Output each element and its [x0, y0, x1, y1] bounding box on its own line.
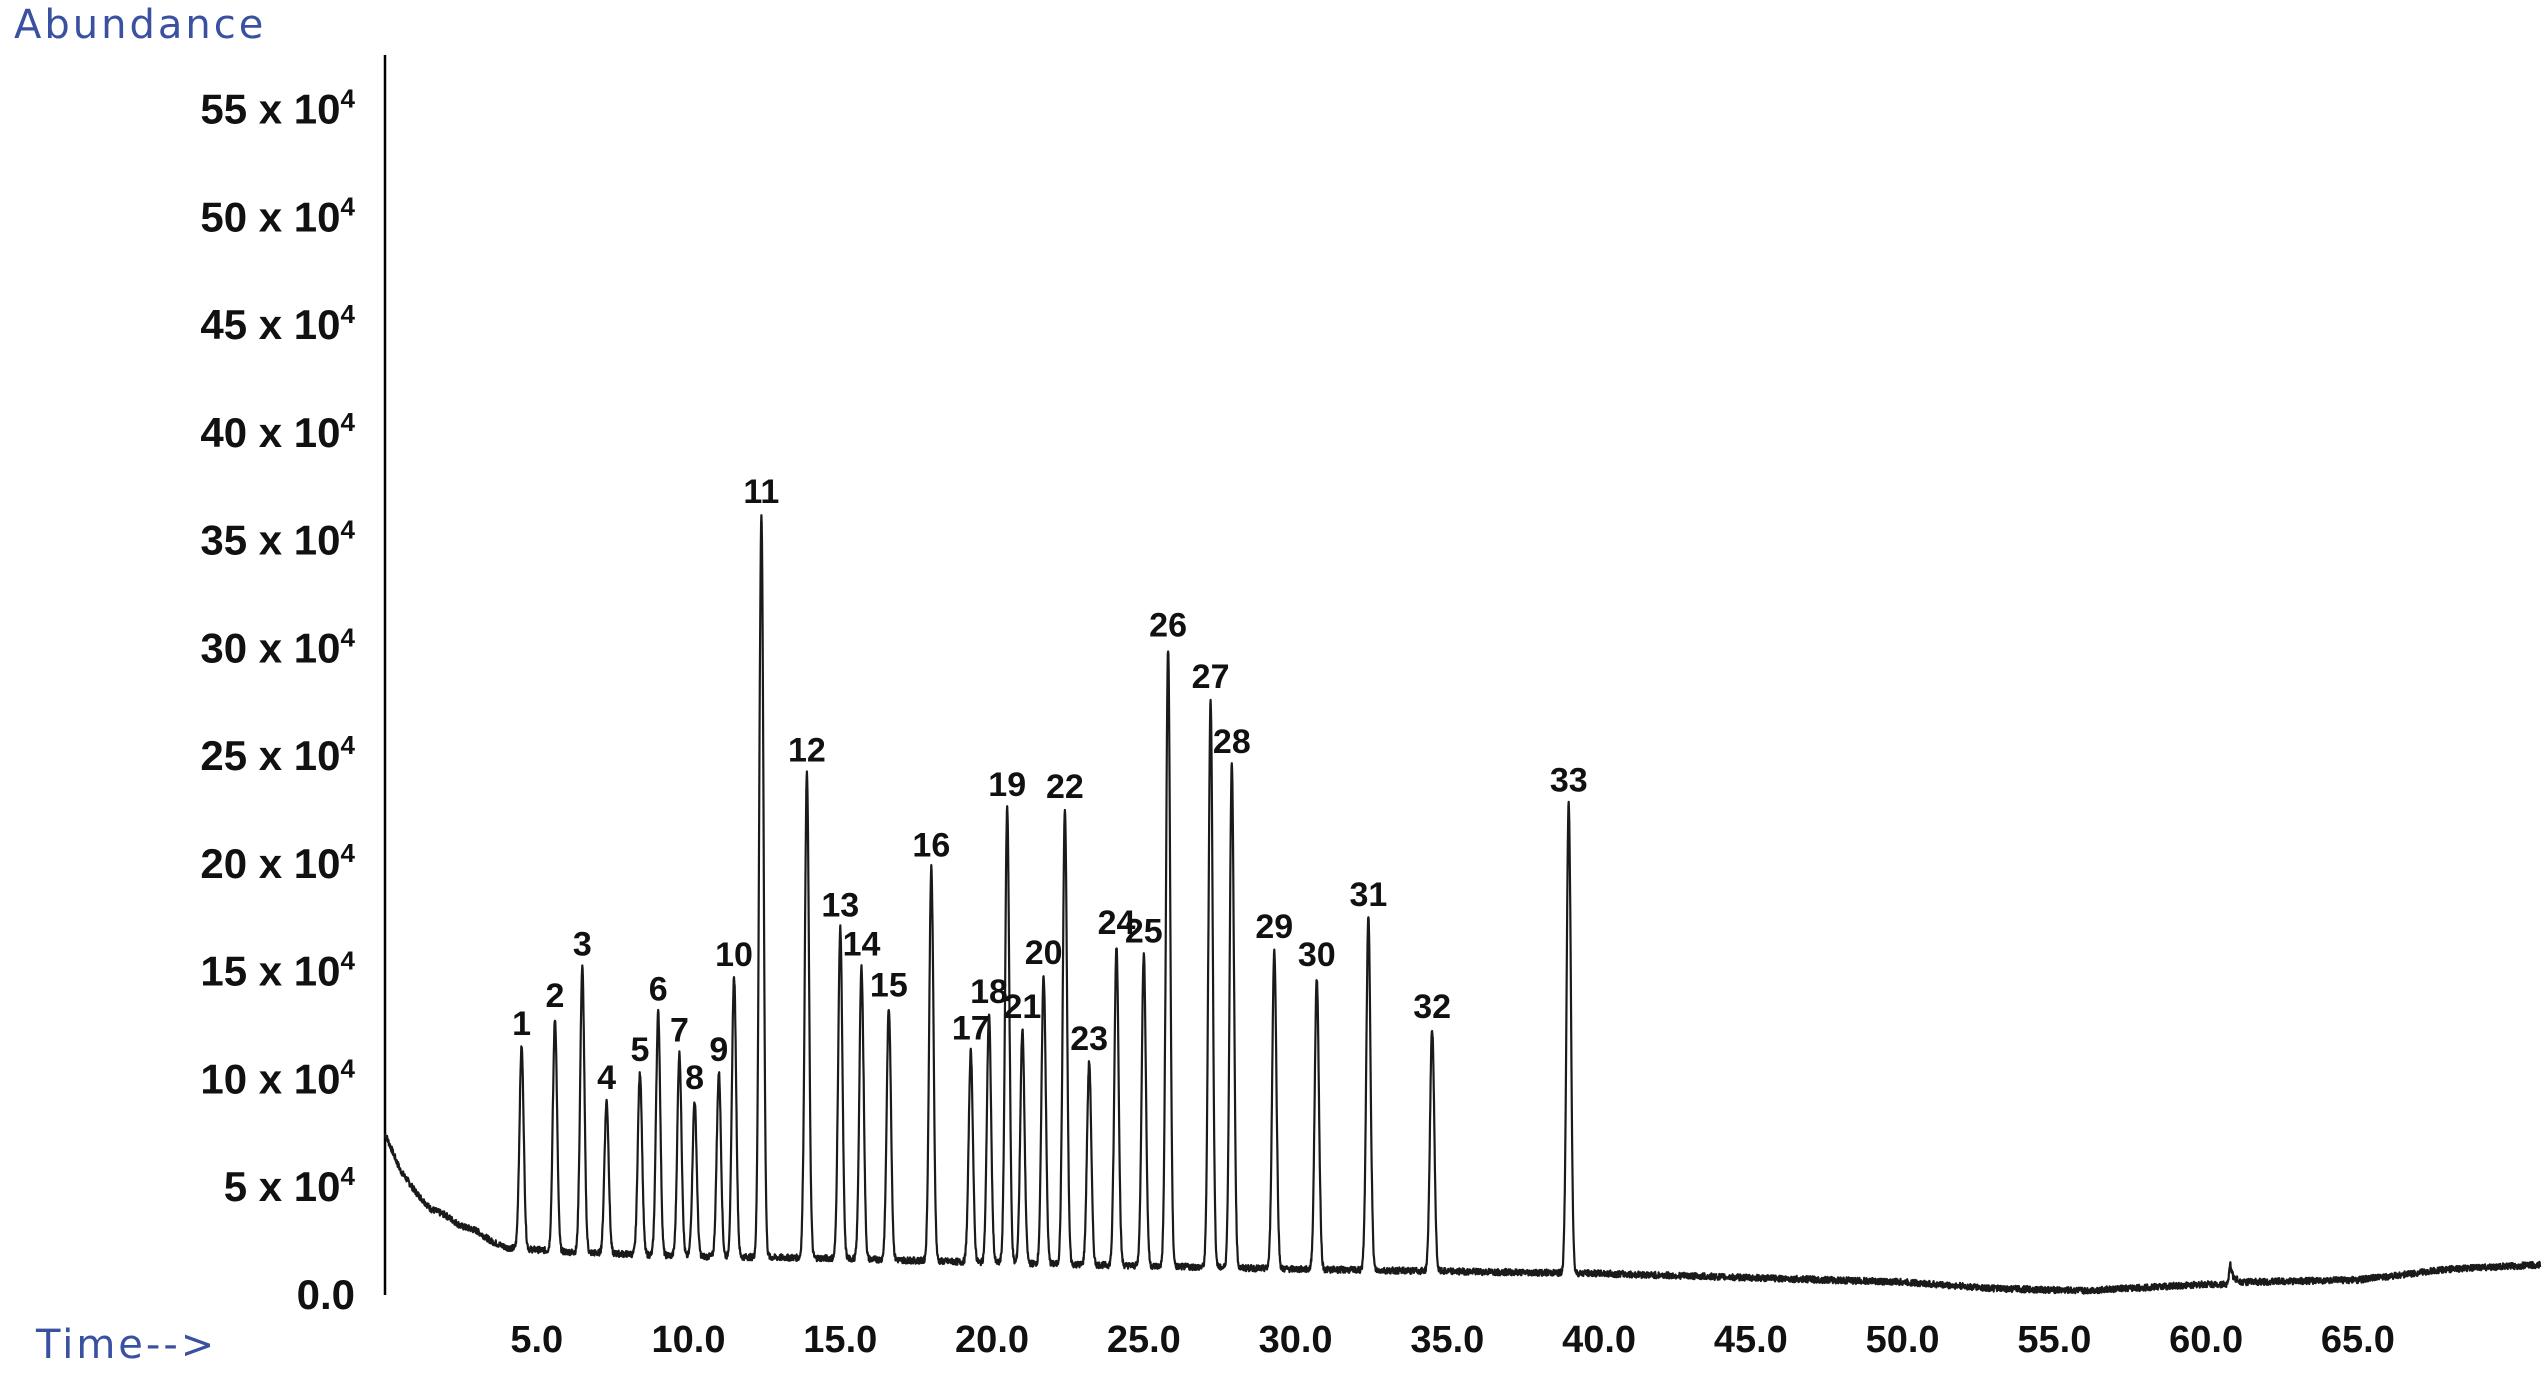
peak-label-29: 29 [1255, 908, 1293, 946]
x-tick-label: 60.0 [2169, 1319, 2243, 1361]
y-tick-label: 20 x 104 [200, 838, 355, 887]
peak-label-4: 4 [597, 1059, 616, 1097]
peak-label-24: 24 [1098, 904, 1136, 942]
peak-label-3: 3 [573, 925, 592, 963]
y-axis-title: Abundance [14, 2, 267, 48]
y-tick-label: 50 x 104 [200, 191, 355, 240]
peak-label-5: 5 [630, 1031, 649, 1069]
peak-label-21: 21 [1003, 988, 1041, 1026]
peak-label-17: 17 [952, 1009, 990, 1047]
peak-label-18: 18 [970, 973, 1008, 1011]
peak-label-9: 9 [709, 1031, 728, 1069]
peak-label-20: 20 [1025, 934, 1063, 972]
y-tick-label: 40 x 104 [200, 407, 355, 456]
x-axis-title: Time--> [36, 1322, 218, 1368]
x-tick-label: 35.0 [1410, 1319, 1484, 1361]
x-tick-label: 5.0 [510, 1319, 563, 1361]
x-tick-label: 10.0 [652, 1319, 726, 1361]
y-axis-ticks: 0.0 5 x 104 10 x 104 15 x 104 20 x 104 25 x 1… [200, 84, 355, 1318]
peak-labels: 1234567891011121314151617181920212223242… [512, 473, 1588, 1097]
y-tick-label: 45 x 104 [200, 299, 355, 348]
peak-label-31: 31 [1349, 876, 1387, 914]
y-tick-label: 35 x 104 [200, 515, 355, 564]
y-tick-label: 5 x 104 [224, 1161, 356, 1210]
x-tick-label: 50.0 [1866, 1319, 1940, 1361]
peak-label-19: 19 [988, 766, 1026, 804]
x-tick-label: 55.0 [2017, 1319, 2091, 1361]
peak-label-15: 15 [870, 966, 908, 1004]
peak-label-1: 1 [512, 1005, 531, 1043]
x-tick-label: 15.0 [803, 1319, 877, 1361]
x-tick-label: 25.0 [1107, 1319, 1181, 1361]
x-tick-label: 30.0 [1259, 1319, 1333, 1361]
peak-label-25: 25 [1125, 912, 1163, 950]
x-tick-label: 65.0 [2321, 1319, 2395, 1361]
y-tick-label: 30 x 104 [200, 622, 355, 671]
chromatogram-trace [384, 514, 2542, 1295]
peak-label-26: 26 [1149, 606, 1187, 644]
peak-label-11: 11 [743, 473, 779, 511]
peak-label-2: 2 [546, 977, 565, 1015]
x-tick-label: 40.0 [1562, 1319, 1636, 1361]
peak-label-7: 7 [670, 1012, 689, 1050]
y-tick-label: 15 x 104 [200, 946, 355, 995]
y-tick-label: 0.0 [297, 1271, 355, 1318]
peak-label-10: 10 [715, 936, 753, 974]
y-tick-label: 55 x 104 [200, 84, 355, 133]
peak-label-28: 28 [1213, 723, 1251, 761]
peak-label-14: 14 [843, 925, 881, 963]
peak-label-30: 30 [1298, 936, 1336, 974]
peak-label-16: 16 [912, 826, 950, 864]
peak-label-13: 13 [821, 887, 859, 925]
x-tick-label: 45.0 [1714, 1319, 1788, 1361]
x-axis-ticks: 5.0 10.0 15.0 20.0 25.0 30.0 35.0 40.0 45.0 50.0 5… [510, 1319, 2395, 1361]
y-tick-label: 25 x 104 [200, 730, 355, 779]
peak-label-12: 12 [788, 731, 826, 769]
peak-label-33: 33 [1550, 762, 1588, 800]
peak-label-23: 23 [1070, 1020, 1108, 1058]
peak-label-8: 8 [685, 1059, 704, 1097]
peak-label-27: 27 [1192, 658, 1230, 696]
peak-label-6: 6 [649, 971, 668, 1009]
y-tick-label: 10 x 104 [200, 1053, 355, 1102]
peak-label-32: 32 [1413, 988, 1451, 1026]
x-tick-label: 20.0 [955, 1319, 1029, 1361]
peak-label-22: 22 [1046, 768, 1084, 806]
